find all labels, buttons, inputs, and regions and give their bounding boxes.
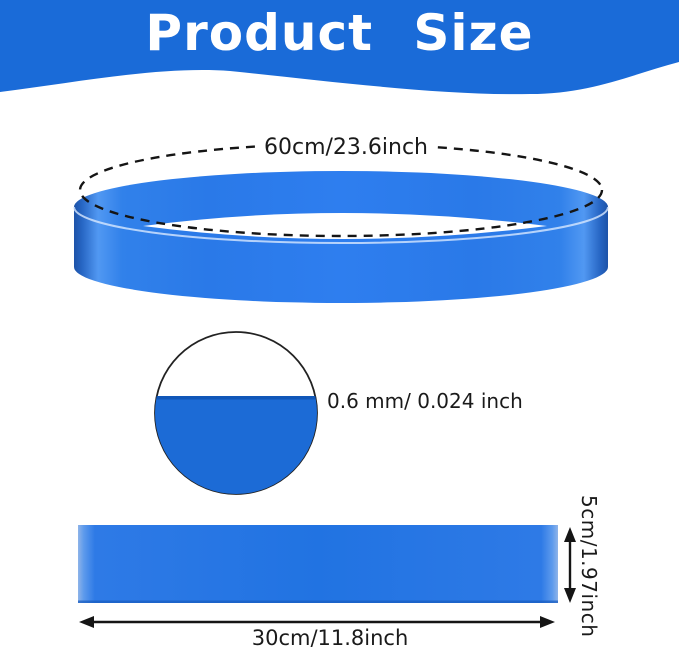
thickness-label: 0.6 mm/ 0.024 inch: [327, 389, 523, 413]
width-arrow: [79, 616, 555, 628]
band-height-label: 5cm/1.97inch: [577, 495, 601, 638]
ring-rim-highlight: [73, 206, 609, 244]
flat-band-rect: [78, 525, 558, 603]
thickness-top-line: [155, 396, 317, 400]
thickness-blue-fill: [155, 396, 317, 494]
diameter-label: 60cm/23.6inch: [256, 135, 436, 160]
height-arrow: [564, 527, 576, 603]
header-wave-banner: [0, 0, 679, 95]
flat-band-bottom-edge: [78, 600, 558, 603]
diameter-dashed-ellipse: [78, 142, 604, 238]
band-width-label: 30cm/11.8inch: [251, 626, 409, 650]
page-title: Product Size: [145, 4, 534, 62]
